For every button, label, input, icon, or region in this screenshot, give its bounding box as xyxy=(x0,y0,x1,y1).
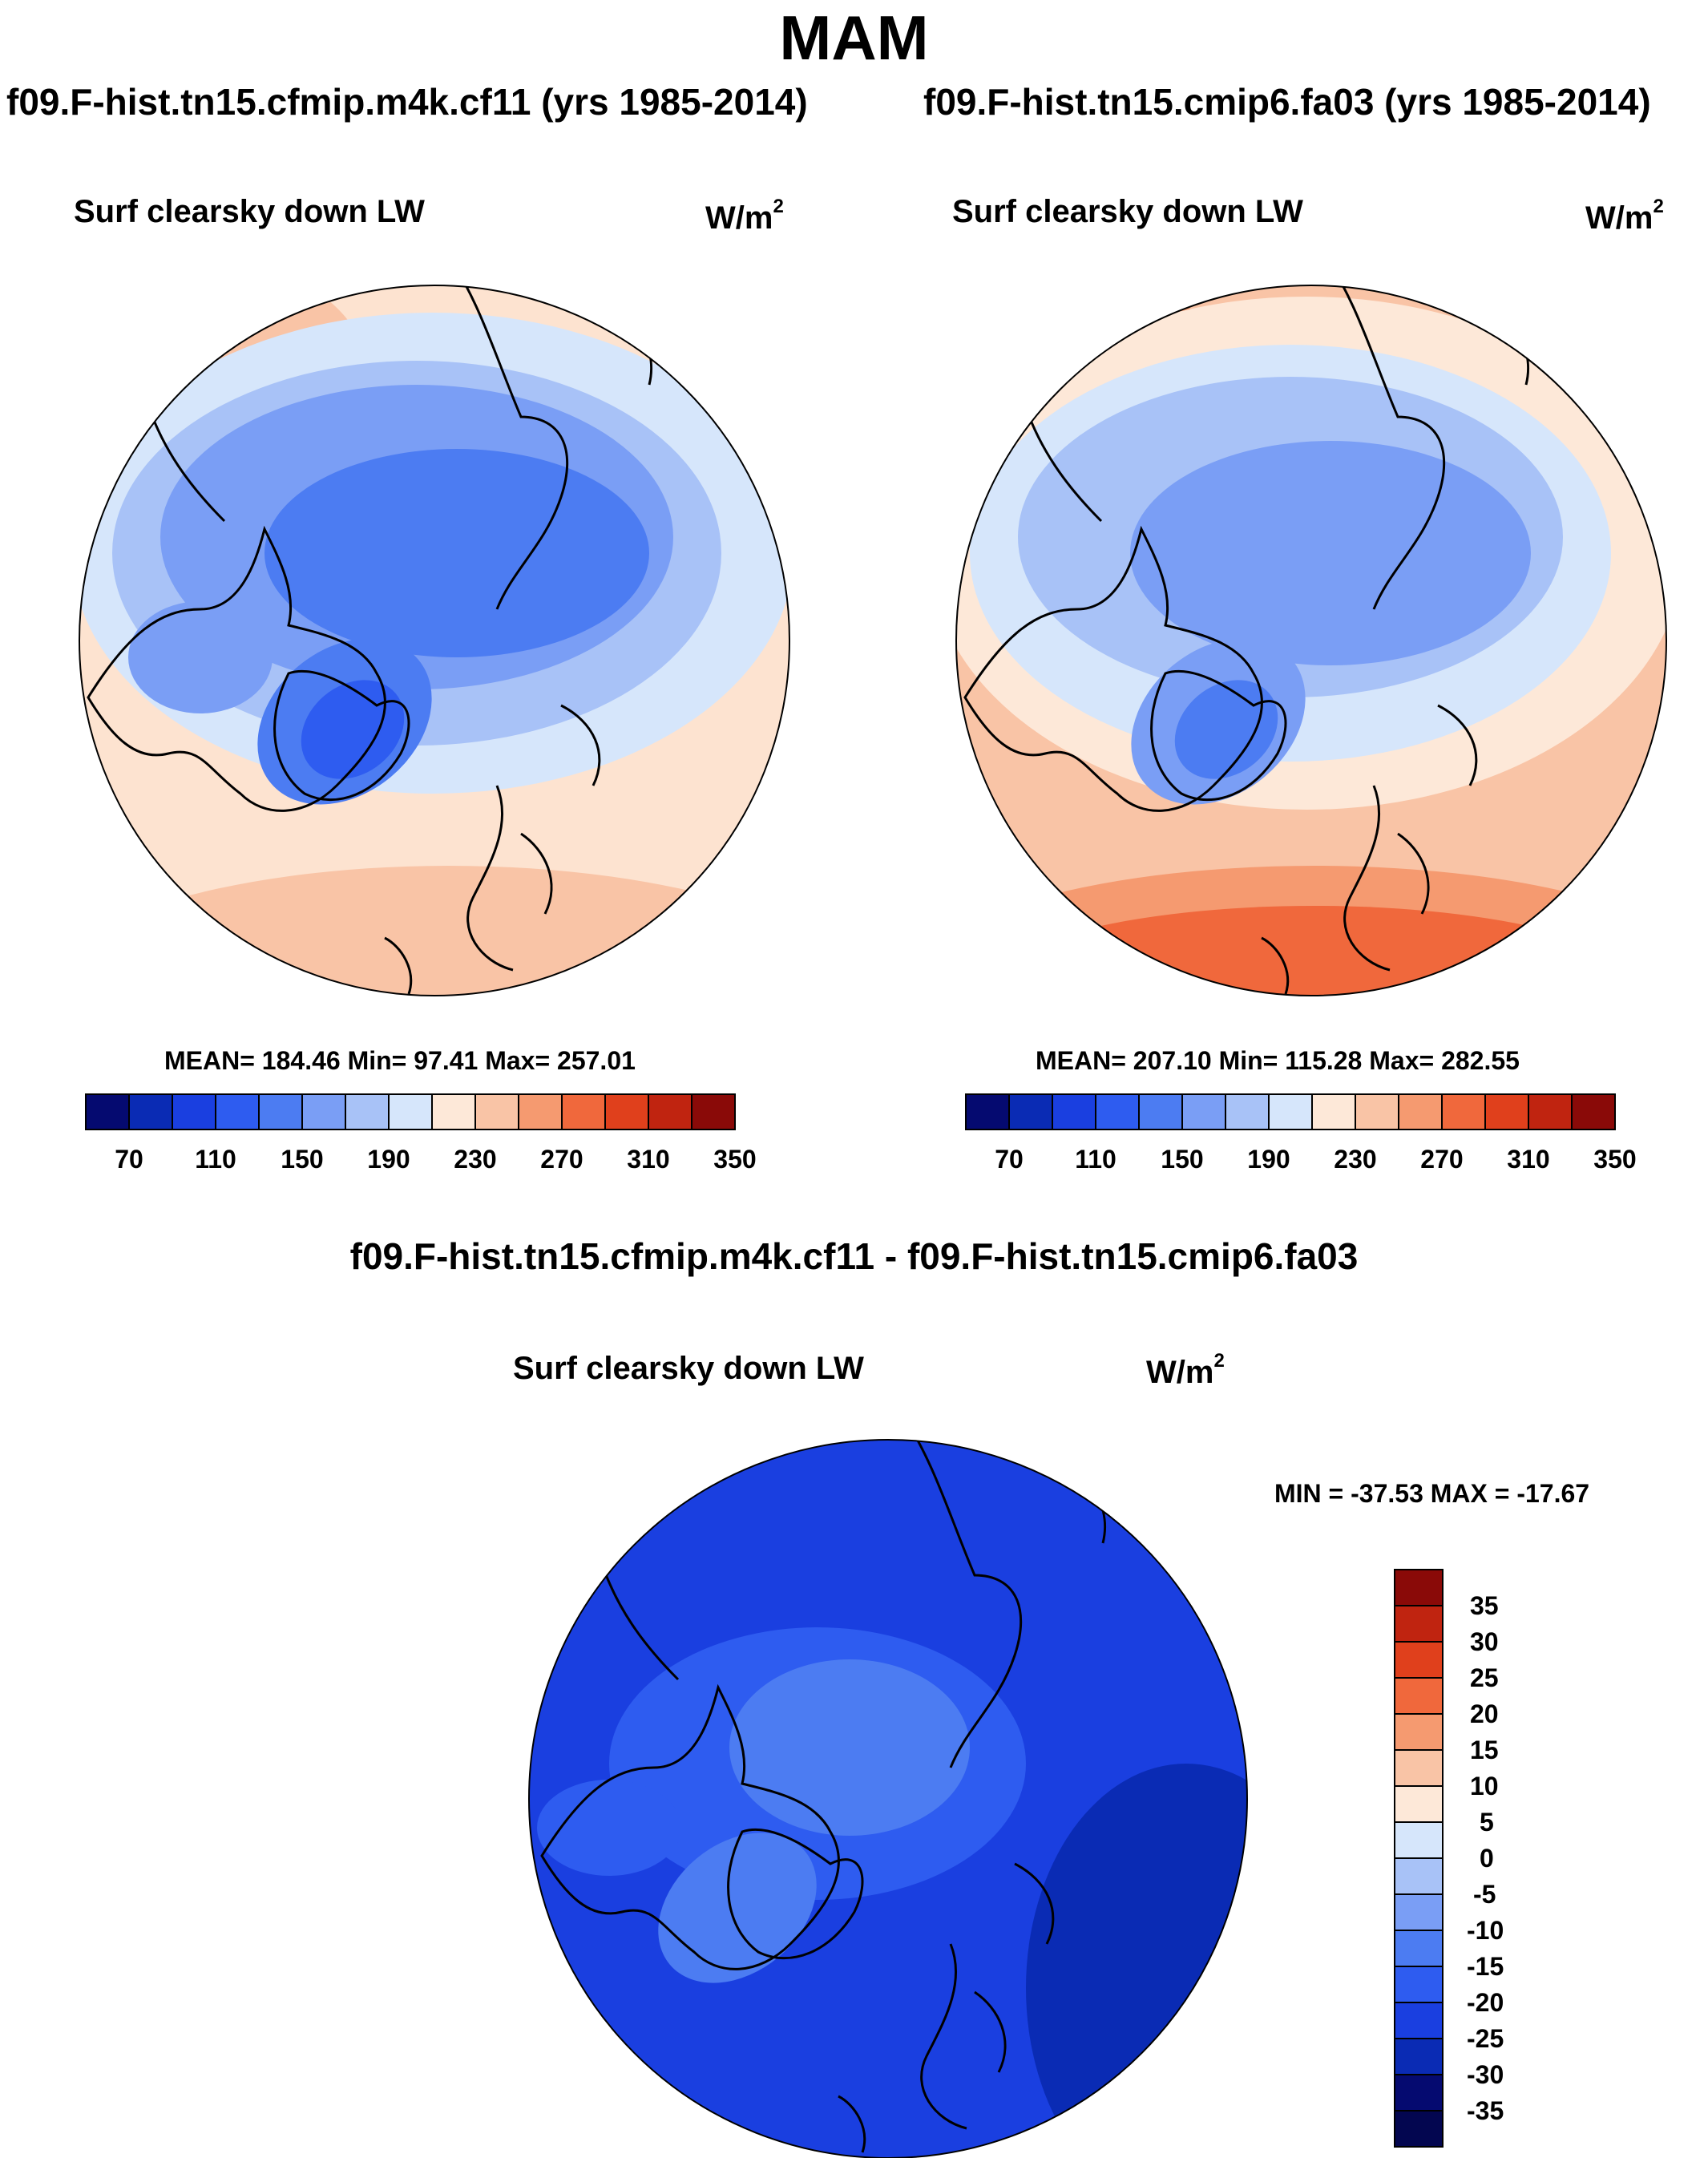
left-colorbar-bin xyxy=(475,1094,519,1130)
left-colorbar-tick: 190 xyxy=(367,1145,410,1174)
diff-colorbar-tick: 15 xyxy=(1470,1736,1499,1764)
right-stats: MEAN= 207.10 Min= 115.28 Max= 282.55 xyxy=(1036,1046,1520,1075)
diff-colorbar-bin xyxy=(1395,1894,1443,1930)
right-colorbar-tick: 310 xyxy=(1507,1145,1550,1174)
left-colorbar-bin xyxy=(345,1094,389,1130)
diff-colorbar-tick: -30 xyxy=(1467,2060,1504,2089)
diff-colorbar-bin xyxy=(1395,1786,1443,1822)
left-map-field xyxy=(79,285,789,996)
diff-colorbar xyxy=(1394,1569,1444,2148)
right-case-title: f09.F-hist.tn15.cmip6.fa03 (yrs 1985-201… xyxy=(923,81,1651,123)
right-colorbar-bin xyxy=(1052,1094,1096,1130)
figure-title: MAM xyxy=(779,2,929,73)
right-colorbar xyxy=(965,1093,1616,1130)
diff-colorbar-tick: -10 xyxy=(1467,1916,1504,1945)
left-colorbar-bin xyxy=(172,1094,216,1130)
right-variable-title: Surf clearsky down LW xyxy=(952,194,1303,229)
diff-colorbar-bin xyxy=(1395,1858,1443,1894)
diff-colorbar-bin xyxy=(1395,1678,1443,1714)
right-colorbar-bin xyxy=(1572,1094,1615,1130)
right-colorbar-tick: 350 xyxy=(1593,1145,1637,1174)
left-colorbar-tick: 310 xyxy=(627,1145,670,1174)
right-colorbar-bin xyxy=(1182,1094,1225,1130)
left-case-title: f09.F-hist.tn15.cfmip.m4k.cf11 (yrs 1985… xyxy=(6,81,808,123)
left-colorbar-tick: 70 xyxy=(115,1145,143,1174)
right-colorbar-tick: 150 xyxy=(1161,1145,1204,1174)
diff-colorbar-bin xyxy=(1395,1930,1443,1966)
diff-colorbar-tick: -20 xyxy=(1467,1988,1504,2017)
diff-colorbar-bin xyxy=(1395,1642,1443,1678)
right-units: W/m2 xyxy=(1585,196,1664,236)
diff-units: W/m2 xyxy=(1146,1350,1225,1390)
left-colorbar-bin xyxy=(432,1094,475,1130)
diff-colorbar-bin xyxy=(1395,2111,1443,2147)
diff-colorbar-tick: -25 xyxy=(1467,2024,1504,2053)
right-colorbar-bin xyxy=(1442,1094,1485,1130)
left-colorbar-tick: 230 xyxy=(454,1145,497,1174)
right-colorbar-tick: 270 xyxy=(1420,1145,1464,1174)
diff-colorbar-tick: 20 xyxy=(1470,1699,1499,1728)
right-colorbar-tick: 190 xyxy=(1247,1145,1290,1174)
diff-colorbar-bin xyxy=(1395,1822,1443,1858)
right-colorbar-bin xyxy=(1312,1094,1355,1130)
right-colorbar-bin xyxy=(1139,1094,1182,1130)
right-coastlines xyxy=(963,285,1530,995)
diff-colorbar-bin xyxy=(1395,1714,1443,1750)
diff-colorbar-bin xyxy=(1395,2075,1443,2111)
diff-colorbar-tick: 5 xyxy=(1480,1808,1494,1837)
right-colorbar-bin xyxy=(1009,1094,1052,1130)
diff-colorbar-tick: 10 xyxy=(1470,1772,1499,1800)
diff-map-field xyxy=(529,1440,1247,2158)
diff-coastlines xyxy=(540,1440,1107,2153)
diff-colorbar-bin xyxy=(1395,1966,1443,2002)
diff-colorbar-bin xyxy=(1395,2002,1443,2039)
right-colorbar-tick: 110 xyxy=(1075,1145,1116,1174)
left-colorbar-bin xyxy=(519,1094,562,1130)
left-stats: MEAN= 184.46 Min= 97.41 Max= 257.01 xyxy=(164,1046,636,1075)
left-colorbar-bin xyxy=(692,1094,735,1130)
right-colorbar-tick: 230 xyxy=(1334,1145,1377,1174)
diff-stats: MIN = -37.53 MAX = -17.67 xyxy=(1274,1479,1590,1508)
diff-colorbar-tick: -15 xyxy=(1467,1952,1504,1981)
left-units: W/m2 xyxy=(705,196,784,236)
left-colorbar-bin xyxy=(216,1094,259,1130)
diff-colorbar-bin xyxy=(1395,1606,1443,1642)
right-colorbar-bin xyxy=(1399,1094,1442,1130)
left-colorbar-bin xyxy=(259,1094,302,1130)
left-variable-title: Surf clearsky down LW xyxy=(74,194,425,229)
left-colorbar-bin xyxy=(605,1094,648,1130)
left-colorbar-tick: 350 xyxy=(713,1145,757,1174)
diff-colorbar-bin xyxy=(1395,1750,1443,1786)
right-colorbar-bin xyxy=(1528,1094,1572,1130)
left-colorbar-bin xyxy=(86,1094,129,1130)
left-colorbar-tick: 270 xyxy=(540,1145,583,1174)
left-colorbar-tick: 110 xyxy=(195,1145,236,1174)
right-colorbar-bin xyxy=(1225,1094,1269,1130)
diff-colorbar-tick: 0 xyxy=(1480,1844,1494,1873)
right-map-field xyxy=(956,285,1666,996)
left-colorbar-bin xyxy=(562,1094,605,1130)
diff-colorbar-tick: -35 xyxy=(1467,2096,1504,2125)
diff-colorbar-bin xyxy=(1395,1570,1443,1606)
right-colorbar-bin xyxy=(1485,1094,1528,1130)
right-colorbar-bin xyxy=(1096,1094,1139,1130)
right-colorbar-tick: 70 xyxy=(995,1145,1024,1174)
right-colorbar-bin xyxy=(966,1094,1009,1130)
left-colorbar-tick: 150 xyxy=(281,1145,324,1174)
diff-colorbar-tick: 30 xyxy=(1470,1627,1499,1656)
diff-colorbar-tick: 25 xyxy=(1470,1663,1499,1692)
left-colorbar-bin xyxy=(129,1094,172,1130)
left-colorbar-bin xyxy=(389,1094,432,1130)
left-colorbar xyxy=(85,1093,736,1130)
right-colorbar-bin xyxy=(1355,1094,1399,1130)
diff-case-title: f09.F-hist.tn15.cfmip.m4k.cf11 - f09.F-h… xyxy=(349,1235,1359,1277)
left-colorbar-bin xyxy=(302,1094,345,1130)
left-colorbar-bin xyxy=(648,1094,692,1130)
right-colorbar-bin xyxy=(1269,1094,1312,1130)
diff-colorbar-bin xyxy=(1395,2039,1443,2075)
diff-colorbar-tick: -5 xyxy=(1473,1880,1496,1909)
diff-colorbar-tick: 35 xyxy=(1470,1591,1499,1620)
diff-variable-title: Surf clearsky down LW xyxy=(513,1351,864,1386)
